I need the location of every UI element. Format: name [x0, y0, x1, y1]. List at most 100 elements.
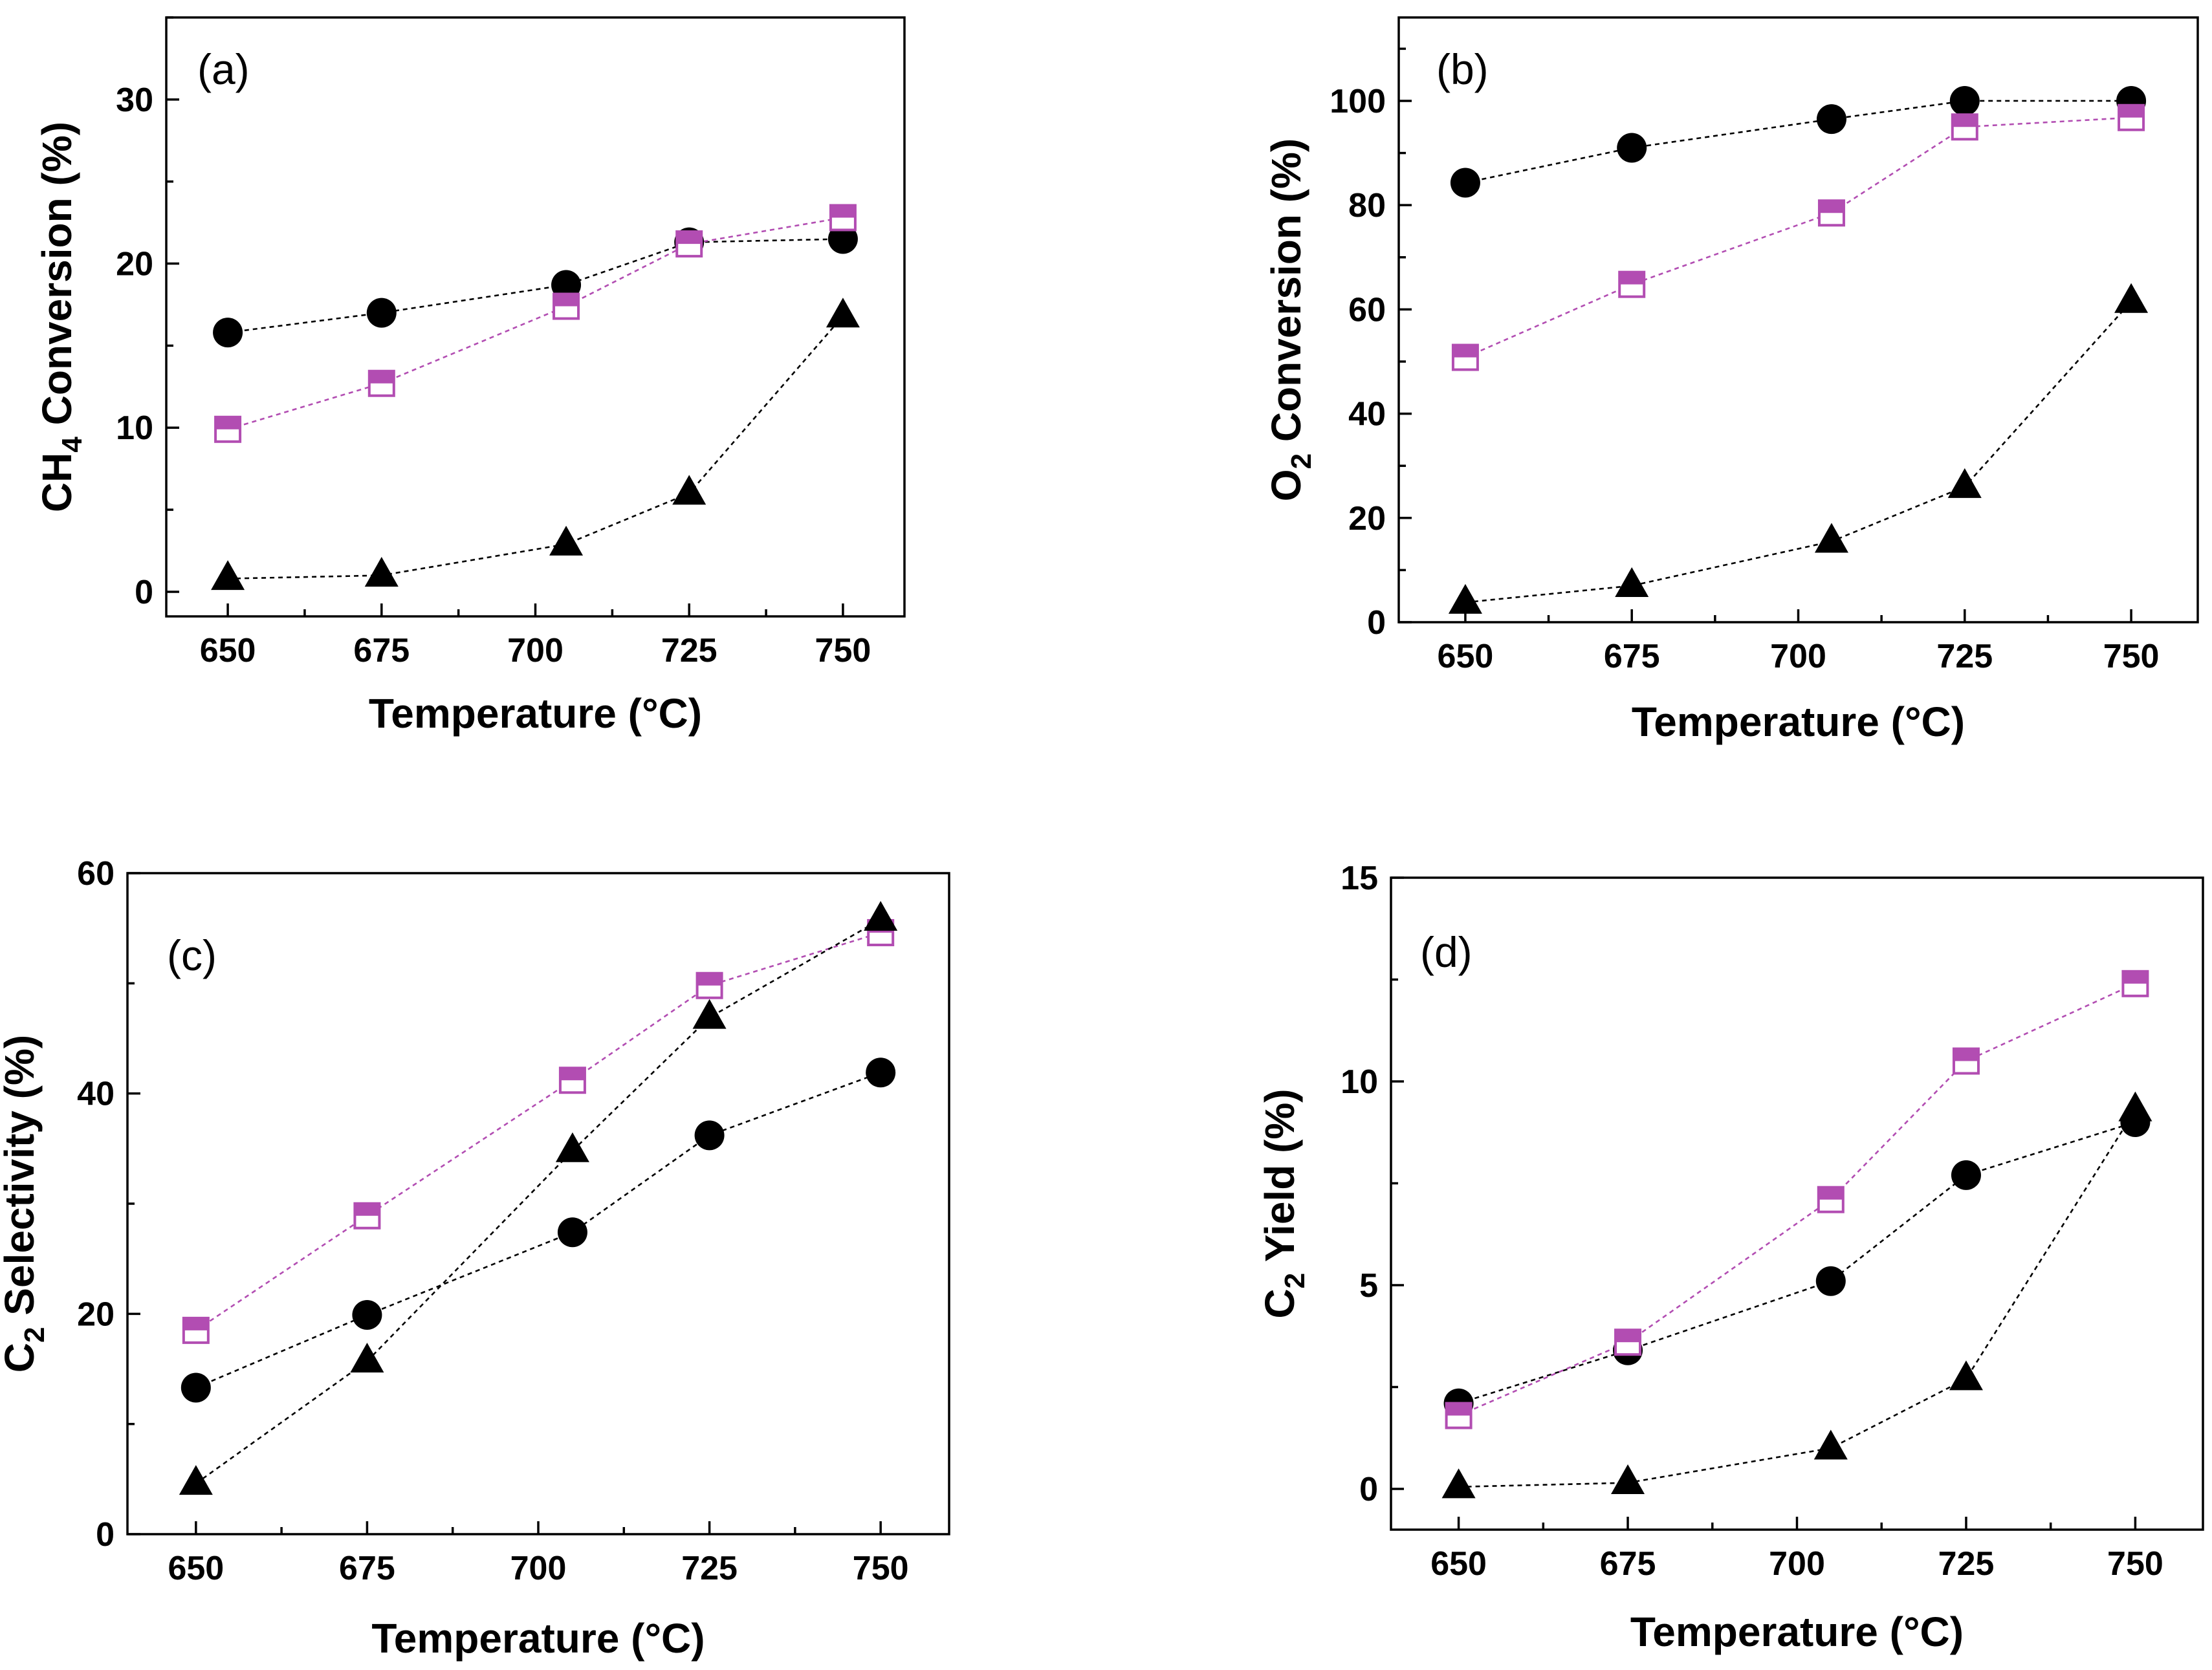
data-point-circle [1617, 133, 1647, 163]
data-point-circle [694, 1120, 725, 1151]
data-point-half-square [829, 204, 857, 232]
x-tick-label: 700 [510, 1550, 567, 1587]
data-point-triangle [1947, 468, 1982, 498]
x-tick-label: 675 [1600, 1545, 1656, 1583]
y-tick-label: 30 [116, 81, 153, 119]
y-tick-label: 10 [1341, 1063, 1378, 1101]
x-tick-label: 650 [200, 632, 256, 669]
series-line-circle [1465, 100, 2132, 184]
data-point-circle [1951, 1160, 1981, 1190]
data-point-circle [352, 1300, 382, 1330]
y-tick-label: 10 [116, 409, 153, 447]
series-line-triangle [195, 918, 881, 1484]
data-point-triangle [826, 298, 860, 328]
x-axis-title: Temperature (°C) [371, 1615, 705, 1662]
plot-frame [126, 872, 950, 1535]
plot-frame [1397, 16, 2199, 624]
data-point-triangle [549, 525, 584, 556]
data-point-triangle [364, 557, 399, 587]
data-point-triangle [1814, 523, 1848, 553]
x-tick-label: 725 [661, 632, 717, 669]
data-point-triangle [2114, 283, 2149, 313]
data-point-triangle [555, 1132, 589, 1162]
x-tick-label: 675 [1604, 638, 1660, 675]
data-point-half-square [182, 1316, 210, 1344]
data-point-circle [866, 1057, 896, 1088]
data-point-half-square [558, 1067, 586, 1094]
x-tick-label: 725 [681, 1550, 738, 1587]
chart-panel-d: 650 675 700 725 750 0 5 10 15 Temperature (°C) C2 … [1256, 860, 2204, 1655]
series-line-half-square [1458, 982, 2136, 1416]
data-point-half-square [1817, 199, 1845, 227]
data-point-half-square [553, 292, 580, 320]
data-point-circle [551, 270, 582, 300]
data-point-triangle [350, 1343, 384, 1373]
panel-label: (c) [167, 931, 217, 979]
y-tick-label: 40 [1348, 396, 1386, 433]
x-tick-label: 650 [1438, 638, 1494, 675]
panel-label: (d) [1420, 928, 1473, 976]
data-point-triangle [672, 475, 706, 505]
data-point-triangle [1441, 1468, 1476, 1499]
y-tick-label: 60 [1348, 291, 1386, 329]
x-tick-label: 700 [1769, 1545, 1825, 1583]
data-point-circle [1949, 85, 1980, 116]
data-point-half-square [695, 971, 723, 999]
y-tick-label: 20 [1348, 500, 1386, 537]
data-point-half-square [1952, 1047, 1980, 1075]
data-point-half-square [675, 230, 703, 258]
series-line-circle [1458, 1121, 2136, 1404]
series-line-half-square [1465, 116, 2132, 358]
panel-label: (b) [1436, 45, 1489, 93]
plot-frame [165, 16, 906, 618]
data-point-half-square [367, 369, 395, 397]
data-point-circle [827, 224, 858, 254]
y-axis-title: CH4 Conversion (%) [34, 122, 88, 512]
y-tick-label: 20 [116, 246, 153, 283]
series-line-circle [195, 1072, 881, 1389]
y-axis-title: O2 Conversion (%) [1263, 138, 1317, 501]
data-point-triangle [692, 999, 727, 1029]
data-point-half-square [1445, 1402, 1473, 1429]
data-point-triangle [1448, 583, 1482, 614]
x-tick-label: 750 [853, 1550, 909, 1587]
data-point-triangle [211, 560, 245, 591]
data-point-half-square [353, 1202, 381, 1230]
data-point-circle [1815, 1266, 1846, 1296]
data-point-circle [1816, 104, 1846, 135]
data-point-triangle [864, 901, 898, 931]
y-tick-label: 0 [135, 574, 153, 611]
data-point-half-square [2118, 103, 2145, 131]
data-point-circle [213, 318, 243, 348]
data-point-triangle [1949, 1360, 1983, 1391]
series-line-half-square [195, 931, 881, 1331]
series-line-half-square [227, 217, 844, 431]
x-tick-label: 700 [507, 632, 564, 669]
x-tick-label: 675 [339, 1550, 395, 1587]
chart-panel-a: 650 675 700 725 750 0 10 20 30 Temperature (°C) CH… [34, 16, 906, 737]
data-point-half-square [1817, 1186, 1845, 1213]
y-tick-label: 100 [1330, 83, 1386, 120]
series-line-circle [227, 238, 843, 334]
x-tick-label: 650 [1430, 1545, 1487, 1583]
x-tick-label: 750 [2103, 638, 2160, 675]
x-tick-label: 650 [168, 1550, 224, 1587]
panel-label: (a) [197, 45, 250, 93]
x-tick-label: 700 [1770, 638, 1826, 675]
data-point-circle [557, 1217, 587, 1248]
data-point-triangle [179, 1465, 213, 1495]
y-tick-label: 20 [77, 1296, 115, 1333]
x-tick-label: 725 [1936, 638, 1993, 675]
x-axis-title: Temperature (°C) [1630, 1609, 1964, 1655]
data-point-triangle [1813, 1429, 1848, 1460]
series-line-triangle [1465, 301, 2132, 603]
y-tick-label: 40 [77, 1076, 115, 1113]
data-point-circle [366, 298, 397, 328]
x-tick-label: 750 [815, 632, 871, 669]
y-tick-label: 15 [1341, 860, 1378, 897]
y-tick-label: 0 [96, 1516, 115, 1554]
y-tick-label: 0 [1359, 1471, 1378, 1508]
y-axis-title: C2 Selectivity (%) [0, 1035, 50, 1372]
y-tick-label: 5 [1359, 1267, 1378, 1305]
